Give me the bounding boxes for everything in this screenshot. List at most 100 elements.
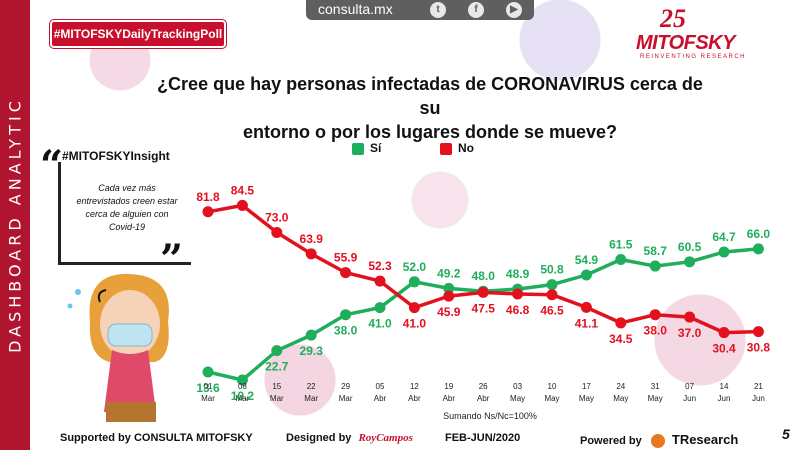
series-no-point bbox=[718, 327, 730, 339]
x-tick-day: 19 bbox=[444, 382, 453, 391]
x-tick-day: 01 bbox=[204, 382, 213, 391]
series-no-data-label: 47.5 bbox=[472, 301, 496, 315]
open-quote-icon: “ bbox=[40, 142, 64, 189]
site-link[interactable]: consulta.mx bbox=[318, 1, 393, 17]
series-no-data-label: 63.9 bbox=[300, 232, 324, 246]
series-no-point bbox=[477, 286, 489, 298]
x-tick-day: 26 bbox=[479, 382, 488, 391]
site-bar: consulta.mx t f ▶ bbox=[306, 0, 534, 20]
x-tick-day: 24 bbox=[616, 382, 625, 391]
series-si-point bbox=[202, 366, 214, 378]
series-si-point bbox=[305, 329, 317, 341]
series-si-data-label: 50.8 bbox=[540, 263, 564, 277]
series-si-data-label: 38.0 bbox=[334, 324, 358, 338]
series-no-point bbox=[202, 206, 214, 218]
series-no-data-label: 38.0 bbox=[644, 324, 668, 338]
x-tick-day: 10 bbox=[548, 382, 557, 391]
series-si-point bbox=[615, 253, 627, 265]
series-no-point bbox=[340, 267, 352, 279]
series-no-point bbox=[374, 275, 386, 287]
x-tick-month: May bbox=[613, 394, 628, 403]
series-si-point bbox=[408, 276, 420, 288]
series-no-point bbox=[615, 317, 627, 329]
facebook-icon[interactable]: f bbox=[468, 2, 484, 18]
twitter-icon[interactable]: t bbox=[430, 2, 446, 18]
logo-name: MITOFSKY bbox=[636, 32, 735, 54]
insight-tag: #MITOFSKYInsight bbox=[62, 149, 170, 163]
x-tick-month: Mar bbox=[304, 394, 318, 403]
x-tick-month: May bbox=[648, 394, 663, 403]
x-tick-day: 14 bbox=[720, 382, 729, 391]
youtube-icon[interactable]: ▶ bbox=[506, 2, 522, 18]
series-no-point bbox=[684, 311, 696, 323]
x-tick-month: May bbox=[544, 394, 559, 403]
close-quote-icon: ” bbox=[160, 236, 184, 283]
logo-tagline: REINVENTING RESEARCH bbox=[640, 54, 747, 60]
series-no-data-label: 81.8 bbox=[196, 190, 220, 204]
insight-text: Cada vez más entrevistados creen estar c… bbox=[76, 183, 178, 232]
x-tick-day: 03 bbox=[513, 382, 522, 391]
series-si-data-label: 66.0 bbox=[747, 227, 771, 241]
x-tick-month: Abr bbox=[477, 394, 490, 403]
series-no-point bbox=[512, 288, 524, 300]
series-si-data-label: 10.2 bbox=[231, 389, 255, 403]
chart-note: Sumando Ns/Nc=100% bbox=[443, 411, 537, 421]
x-tick-day: 05 bbox=[376, 382, 385, 391]
legend-no-swatch bbox=[440, 142, 452, 155]
logo-anniversary: 25 bbox=[660, 4, 686, 33]
x-tick-month: Mar bbox=[339, 394, 353, 403]
series-si-data-label: 22.7 bbox=[265, 360, 289, 374]
series-no-data-label: 52.3 bbox=[368, 259, 392, 273]
footer-period: FEB-JUN/2020 bbox=[445, 432, 521, 444]
legend-si: Sí bbox=[352, 141, 381, 155]
x-tick-month: May bbox=[510, 394, 525, 403]
series-no-data-label: 37.0 bbox=[678, 326, 702, 340]
series-no-data-label: 46.5 bbox=[540, 304, 564, 318]
footer-designed: Designed by RoyCampos bbox=[286, 432, 413, 444]
x-tick-month: Abr bbox=[443, 394, 456, 403]
x-tick-day: 31 bbox=[651, 382, 660, 391]
insight-box: Cada vez más entrevistados creen estar c… bbox=[58, 162, 191, 265]
series-no-point bbox=[408, 302, 420, 314]
footer-supported: Supported by CONSULTA MITOFSKY bbox=[60, 432, 253, 444]
legend-no-label: No bbox=[458, 141, 474, 155]
series-si-point bbox=[546, 279, 558, 291]
series-si-data-label: 60.5 bbox=[678, 240, 702, 254]
series-no-point bbox=[443, 290, 455, 302]
footer-powered-brand: TResearch bbox=[671, 432, 739, 447]
series-no-point bbox=[271, 226, 283, 238]
x-tick-day: 22 bbox=[307, 382, 316, 391]
sick-person-illustration bbox=[67, 273, 169, 422]
x-tick-day: 08 bbox=[238, 382, 247, 391]
x-tick-month: Mar bbox=[236, 394, 250, 403]
series-si-data-label: 49.2 bbox=[437, 266, 461, 280]
x-tick-day: 12 bbox=[410, 382, 419, 391]
series-si-point bbox=[580, 269, 592, 281]
series-si-data-label: 48.0 bbox=[472, 269, 496, 283]
series-si-data-label: 64.7 bbox=[712, 230, 736, 244]
footer-powered-label: Powered by bbox=[580, 435, 642, 447]
legend-si-label: Sí bbox=[370, 141, 382, 155]
series-si-data-label: 54.9 bbox=[575, 253, 599, 267]
series-no-point bbox=[580, 301, 592, 313]
series-si-point bbox=[752, 243, 764, 255]
x-tick-day: 29 bbox=[341, 382, 350, 391]
tresearch-logo-icon bbox=[650, 434, 665, 449]
series-no-data-label: 55.9 bbox=[334, 251, 358, 265]
x-tick-month: Mar bbox=[201, 394, 215, 403]
series-si-data-label: 61.5 bbox=[609, 237, 633, 251]
mitofsky-logo: 25 MITOFSKY REINVENTING RESEARCH bbox=[636, 4, 754, 64]
series-no-data-label: 41.1 bbox=[575, 316, 599, 330]
legend-no: No bbox=[440, 141, 474, 155]
x-tick-day: 15 bbox=[272, 382, 281, 391]
series-si-data-label: 58.7 bbox=[644, 244, 668, 258]
series-no-data-label: 46.8 bbox=[506, 303, 530, 317]
hashtag-badge: #MITOFSKYDailyTrackingPoll bbox=[50, 20, 226, 48]
x-tick-month: Abr bbox=[374, 394, 387, 403]
sidebar: DASHBOARD ANALYTIC bbox=[0, 0, 30, 450]
series-si-point bbox=[684, 256, 696, 268]
series-si-data-label: 48.9 bbox=[506, 267, 530, 281]
x-tick-day: 17 bbox=[582, 382, 591, 391]
question-line-1: ¿Cree que hay personas infectadas de COR… bbox=[157, 74, 703, 118]
series-no-data-label: 34.5 bbox=[609, 332, 633, 346]
